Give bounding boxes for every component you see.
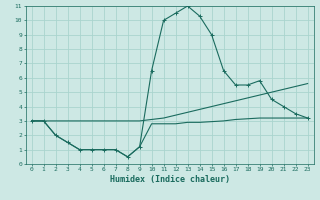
X-axis label: Humidex (Indice chaleur): Humidex (Indice chaleur) <box>109 175 230 184</box>
